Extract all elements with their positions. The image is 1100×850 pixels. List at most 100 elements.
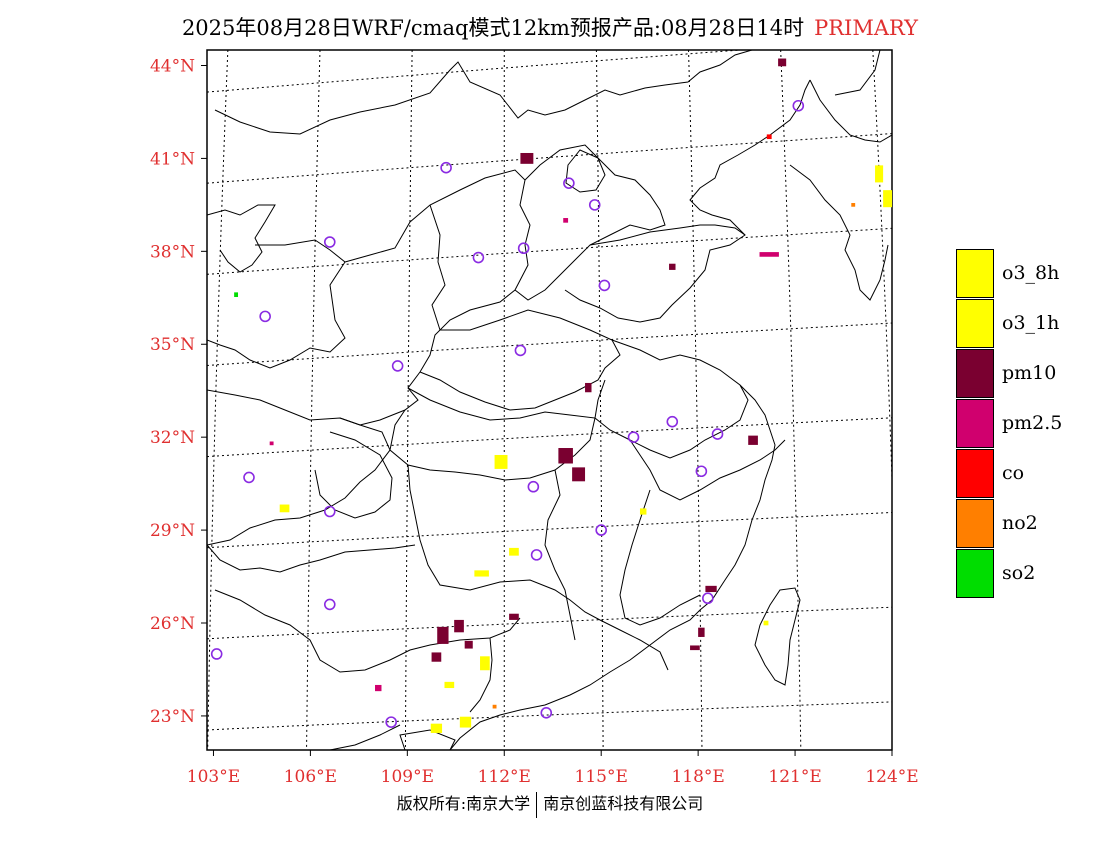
province-lines-shaanxi — [339, 169, 531, 426]
legend-item-pm2-5: pm2.5 — [956, 399, 1076, 449]
pollution-cell-pm10 — [705, 585, 717, 593]
station-marker — [514, 344, 527, 357]
legend-label: o3_8h — [1002, 262, 1060, 284]
pollution-cell-pm10 — [690, 645, 700, 651]
pollution-cell-pm10 — [454, 619, 464, 633]
pollution-cell-o3_1h — [509, 547, 519, 556]
legend-item-no2: no2 — [956, 499, 1076, 549]
station-marker — [323, 505, 336, 518]
station-marker — [588, 199, 601, 211]
legend-item-pm10: pm10 — [956, 349, 1076, 399]
west-boundary-line — [207, 204, 276, 273]
legend-label: o3_1h — [1002, 312, 1060, 334]
station-marker — [259, 310, 271, 323]
legend-label: pm2.5 — [1002, 412, 1063, 434]
map-title: 2025年08月28日WRF/cmaq模式12km预报产品:08月28日14时 P… — [0, 12, 1100, 42]
province-lines-guangdong — [469, 637, 493, 713]
lon-label: 103°E — [187, 767, 240, 787]
lat-label: 32°N — [150, 428, 195, 448]
station-marker — [530, 549, 543, 561]
station-marker — [210, 648, 223, 660]
legend-swatch — [956, 449, 994, 498]
lat-label: 35°N — [150, 335, 195, 355]
pollution-cell-o3_1h — [480, 656, 490, 671]
legend-swatch — [956, 299, 994, 348]
pollution-cell-pm10 — [464, 640, 473, 649]
legend-swatch — [956, 549, 994, 598]
copyright-company: 南京创蓝科技有限公司 — [543, 794, 704, 813]
primary-tag: PRIMARY — [814, 16, 919, 40]
legend-label: no2 — [1002, 512, 1038, 534]
meridian-line — [306, 50, 321, 750]
pollution-cell-pm10 — [778, 58, 787, 67]
lon-label: 118°E — [671, 767, 724, 787]
station-marker — [792, 99, 805, 112]
copyright-owner: 版权所有:南京大学 — [396, 794, 531, 813]
legend-label: co — [1002, 462, 1025, 484]
province-lines-anhui-jiangsu — [594, 339, 749, 459]
legend-swatch — [956, 499, 994, 548]
pollution-cell-o3_1h — [474, 570, 489, 577]
legend-item-o3-1h: o3_1h — [956, 299, 1076, 349]
province-lines-henan — [419, 309, 621, 411]
pollution-cell-o3_1h — [883, 190, 892, 208]
pollution-cells — [234, 58, 904, 733]
lat-label: 38°N — [150, 242, 195, 262]
station-marker — [540, 707, 553, 719]
map-frame — [206, 49, 893, 751]
northeast-coast-line — [789, 50, 892, 301]
pollution-cell-pm2-5 — [563, 218, 569, 223]
meridian-line — [207, 50, 229, 750]
pollution-cell-pm10 — [669, 263, 676, 270]
station-marker — [563, 177, 575, 189]
pollution-cell-pm10 — [558, 448, 573, 464]
legend-item-o3-8h: o3_8h — [956, 249, 1076, 299]
pollution-cell-o3_1h — [639, 508, 647, 515]
station-marker — [440, 161, 452, 174]
station-marker — [711, 428, 724, 440]
meridian-line — [872, 50, 892, 494]
province-lines-shandong — [564, 224, 746, 323]
monitoring-stations — [210, 99, 805, 728]
province-lines-chongqing — [314, 431, 393, 519]
province-lines-hebei — [514, 144, 666, 301]
pollution-cell-no2 — [851, 203, 856, 207]
legend-item-co: co — [956, 449, 1076, 499]
legend-item-so2: so2 — [956, 549, 1076, 599]
lon-label: 115°E — [575, 767, 628, 787]
meridian-line — [595, 50, 604, 750]
boundary-lines — [207, 50, 892, 750]
pollution-cell-o3_1h — [459, 716, 472, 728]
pollution-cell-pm10 — [520, 152, 534, 164]
province-lines-northwest — [207, 239, 346, 369]
pollution-cell-pm10 — [585, 382, 592, 393]
province-lines-hunan-jiangxi — [407, 464, 669, 671]
pollution-cell-pm10 — [437, 626, 449, 644]
axis-ticks — [201, 64, 893, 756]
legend-swatch — [956, 349, 994, 398]
lat-label: 26°N — [150, 614, 195, 634]
pollution-cell-o3_1h — [444, 681, 455, 689]
pollution-cell-o3_1h — [893, 252, 904, 275]
pollution-cell-pm10 — [748, 435, 758, 445]
legend-swatch — [956, 399, 994, 448]
hainan-outline — [399, 729, 456, 750]
station-marker — [385, 716, 397, 728]
lat-label: 29°N — [150, 521, 195, 541]
province-lines-fujian — [619, 489, 701, 626]
station-marker — [472, 251, 485, 264]
station-marker — [666, 415, 679, 428]
station-marker — [243, 471, 255, 484]
legend-label: so2 — [1002, 562, 1036, 584]
station-marker — [702, 592, 714, 605]
station-marker — [595, 524, 607, 536]
station-marker — [323, 236, 336, 248]
legend-label: pm10 — [1002, 362, 1057, 384]
lon-label: 121°E — [768, 767, 821, 787]
pollution-cell-o3_1h — [763, 620, 769, 626]
station-marker — [527, 480, 540, 493]
station-marker — [695, 465, 708, 478]
pollution-cell-so2 — [234, 292, 239, 298]
pollution-cell-pm10 — [431, 652, 442, 662]
